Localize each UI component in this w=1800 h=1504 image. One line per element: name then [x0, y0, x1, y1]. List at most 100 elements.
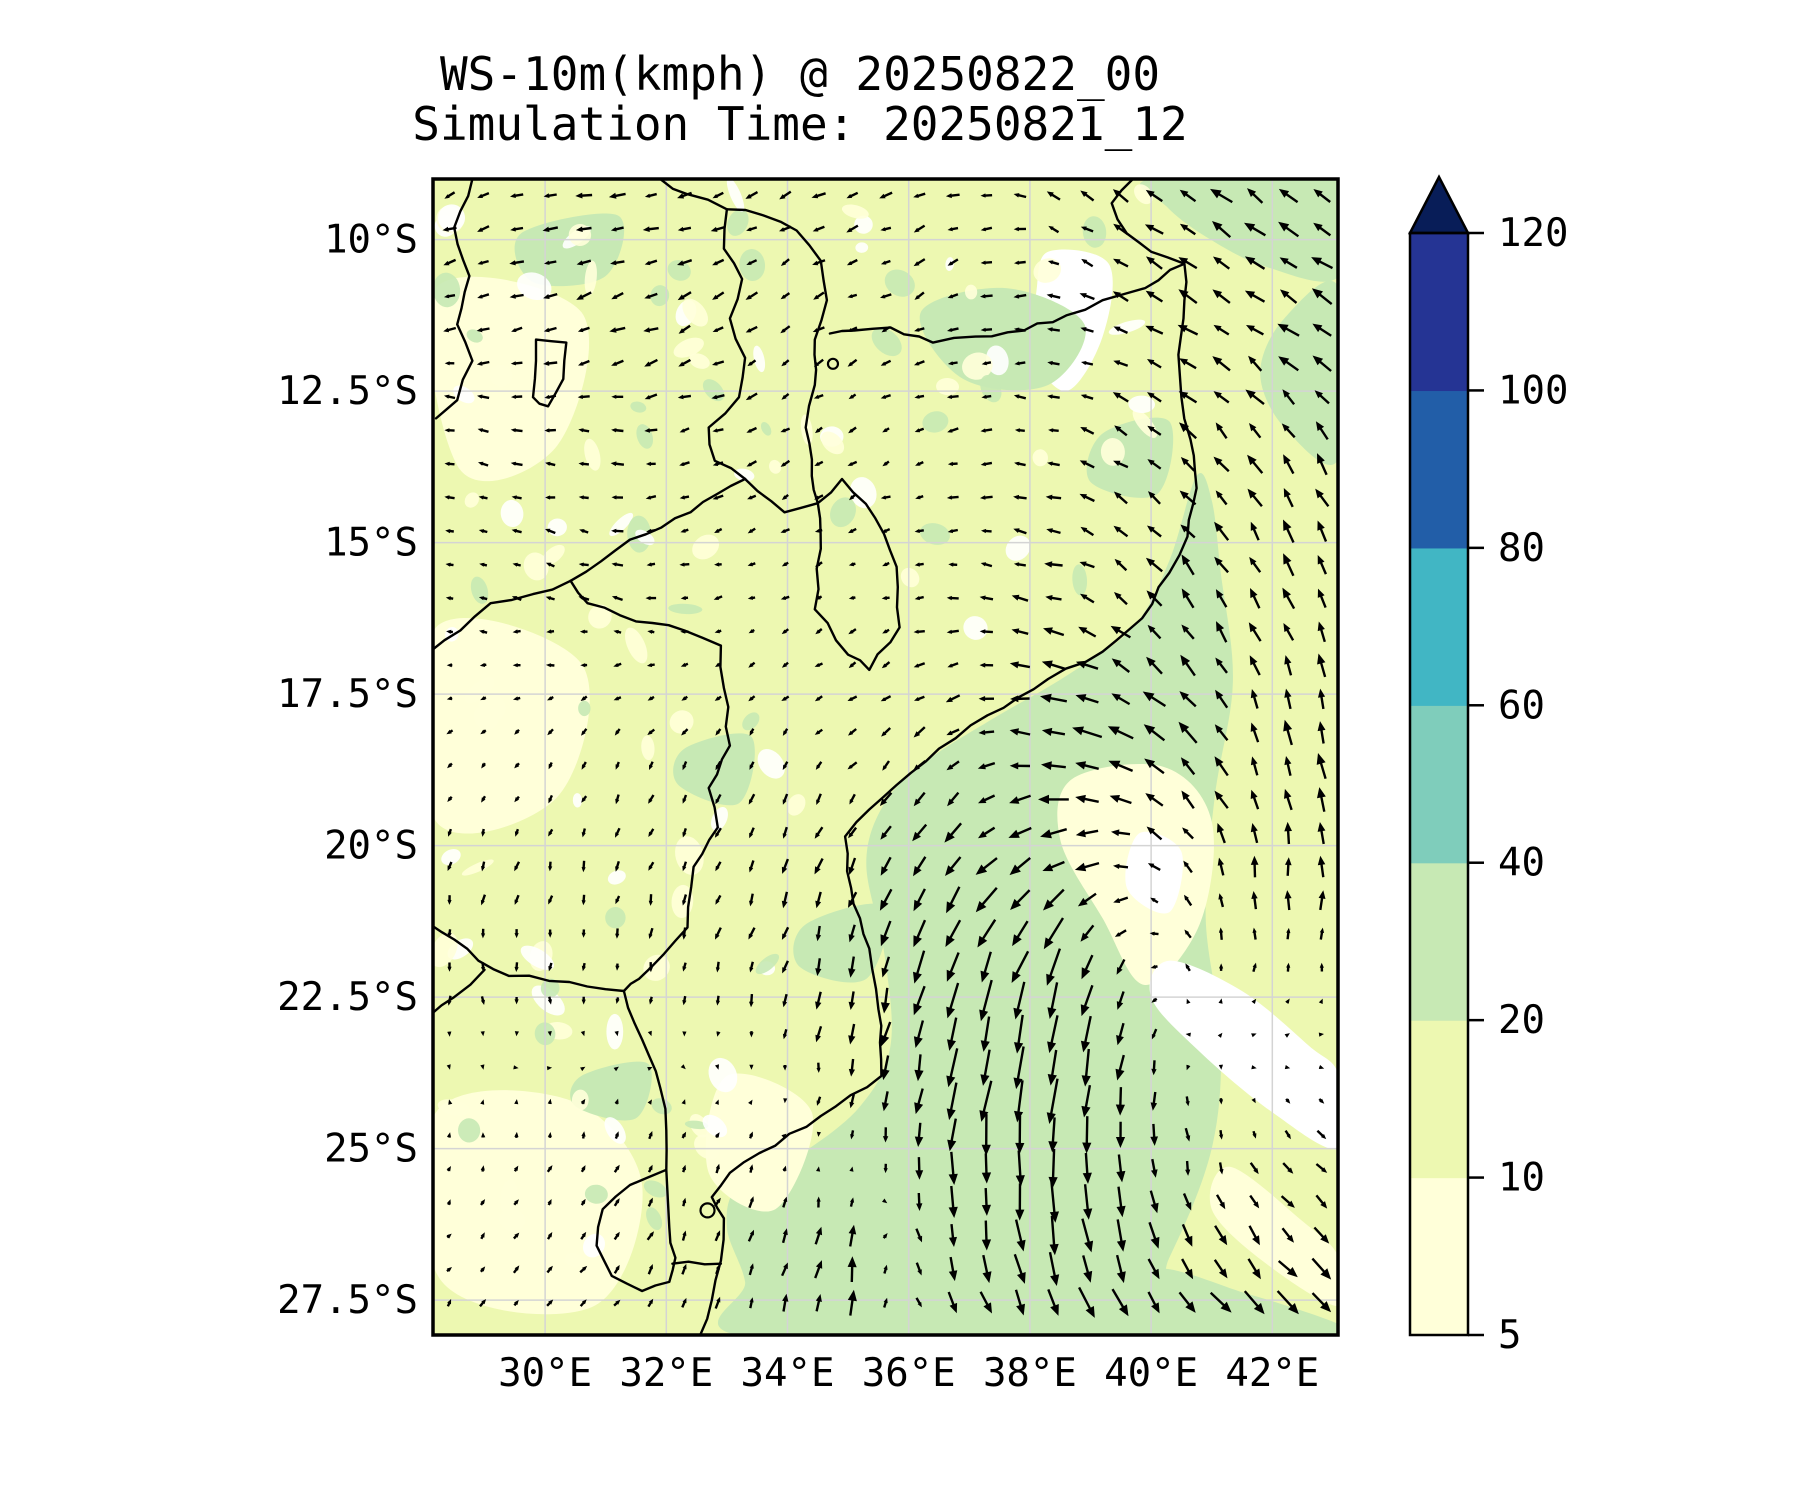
speckle: [473, 705, 499, 730]
speckle: [572, 793, 583, 808]
border-botswana-south-africa: [433, 968, 486, 1015]
speckle: [441, 848, 461, 866]
y-tick-label: 22.5°S: [277, 975, 418, 1020]
fill-region-nw-green: [514, 213, 625, 287]
colorbar-segment: [1410, 1177, 1468, 1336]
speckle: [884, 269, 915, 297]
speckle: [757, 749, 785, 779]
colorbar-outline: [1408, 231, 1470, 1337]
speckle: [682, 298, 709, 327]
speckle: [607, 870, 626, 885]
border-malawi-south-lobe: [743, 477, 901, 672]
speckle: [964, 284, 978, 300]
colorbar-tick-label: 5: [1498, 1313, 1521, 1358]
speckle: [605, 906, 626, 929]
speckle: [1072, 564, 1088, 596]
colorbar-segment: [1410, 547, 1468, 706]
speckle: [584, 260, 597, 296]
y-tick-label: 27.5°S: [277, 1278, 418, 1323]
y-tick-label: 15°S: [324, 521, 418, 566]
speckle: [821, 431, 845, 455]
x-tick-label: 38°E: [983, 1351, 1077, 1396]
contour-speckles: [433, 179, 1158, 1267]
speckle: [461, 859, 494, 876]
speckle: [668, 603, 703, 615]
speckle: [1128, 395, 1155, 413]
speckle: [464, 492, 480, 508]
border-zambia-mozambique: [569, 477, 747, 582]
colorbar: 5 10 20 40 60 80 100 120: [1407, 174, 1568, 1358]
x-tick-label: 36°E: [862, 1351, 956, 1396]
speckle: [963, 616, 988, 640]
map-frame: [431, 177, 1340, 1337]
fill-region-channel-white-spot: [1125, 831, 1183, 914]
colorbar-tick-label: 120: [1498, 211, 1568, 256]
speckle: [855, 242, 869, 253]
colorbar-tick-label: 100: [1498, 368, 1568, 413]
colorbar-segment: [1410, 390, 1468, 549]
speckle: [630, 401, 647, 413]
border-kruger-border: [622, 989, 668, 1171]
y-tick-label: 25°S: [324, 1127, 418, 1172]
speckle: [922, 411, 949, 433]
speckle: [900, 567, 920, 588]
speckle: [726, 179, 745, 212]
speckle: [643, 954, 670, 981]
x-tick-label: 42°E: [1225, 1351, 1319, 1396]
colorbar-segment: [1410, 862, 1468, 1021]
fill-region-sw-pale: [433, 1090, 643, 1315]
fill-region-ne-ocean-green: [1140, 179, 1338, 282]
fill-region-s-central-pale: [705, 1073, 814, 1212]
speckle: [734, 468, 755, 482]
speckle: [541, 544, 565, 566]
speckle: [962, 352, 993, 380]
speckle: [742, 712, 760, 731]
border-zambia-zimbabwe: [433, 579, 572, 651]
border-eswatini: [595, 1168, 677, 1293]
speckle: [830, 497, 856, 528]
fill-region-n-moz-green: [919, 287, 1086, 391]
speckle: [438, 204, 466, 232]
speckle: [606, 1013, 624, 1050]
fill-region-west-pale: [433, 618, 590, 834]
speckle: [854, 215, 873, 234]
speckle: [920, 523, 950, 545]
speckle: [739, 249, 766, 281]
y-axis-tick-labels: 10°S 12.5°S 15°S 17.5°S 20°S 22.5°S 25°S 27.5°S: [277, 218, 418, 1323]
speckle: [841, 204, 869, 219]
colorbar-segment: [1410, 705, 1468, 864]
coastlines-and-borders: [433, 179, 1198, 1335]
speckle: [500, 499, 524, 528]
colorbar-tick-label: 10: [1498, 1156, 1545, 1201]
wind-quiver-arrows: [442, 188, 1334, 1318]
speckle: [673, 337, 704, 358]
speckle: [667, 260, 691, 281]
border-drc-zambia: [434, 179, 474, 420]
maputo-bay-outline: [699, 1202, 716, 1219]
speckle: [604, 1117, 626, 1144]
speckle: [1100, 438, 1125, 466]
y-tick-label: 10°S: [324, 218, 418, 263]
speckle: [588, 604, 612, 629]
colorbar-segment: [1410, 1020, 1468, 1179]
border-mozambique-south-africa: [671, 1260, 723, 1266]
fill-region-se-corner-green: [1119, 1268, 1338, 1335]
x-tick-label: 30°E: [498, 1351, 592, 1396]
fill-region-limpopo-green: [570, 1061, 652, 1121]
speckle: [684, 1120, 709, 1130]
speckle: [650, 285, 670, 307]
border-lake-malawi-east-shore: [725, 208, 829, 505]
speckle: [755, 953, 780, 975]
speckle: [458, 1118, 481, 1143]
speckle: [564, 1253, 583, 1267]
speckle: [787, 794, 806, 816]
colorbar-tick-label: 20: [1498, 998, 1545, 1043]
speckle: [500, 1179, 518, 1217]
plot-title: WS-10m(kmph) @ 20250822_00: [440, 47, 1160, 101]
speckle: [466, 329, 483, 343]
speckle: [624, 627, 648, 664]
speckle: [708, 1057, 738, 1093]
speckle: [1134, 184, 1153, 205]
colorbar-tick-label: 80: [1498, 526, 1545, 571]
